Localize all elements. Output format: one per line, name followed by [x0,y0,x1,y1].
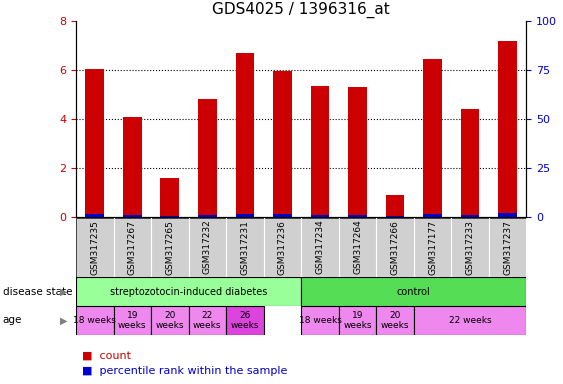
Text: 22 weeks: 22 weeks [449,316,491,325]
Bar [235,214,254,217]
Text: 18 weeks: 18 weeks [298,316,341,325]
Bar [76,277,301,306]
Text: GSM317233: GSM317233 [466,220,475,275]
Bar [76,306,114,335]
Bar [423,214,442,217]
Bar [461,215,480,217]
Bar [311,215,329,217]
Bar [273,214,292,217]
Text: GSM317231: GSM317231 [240,220,249,275]
Bar [348,87,367,217]
Text: ▶: ▶ [60,286,68,297]
Title: GDS4025 / 1396316_at: GDS4025 / 1396316_at [212,2,390,18]
Text: GSM317266: GSM317266 [391,220,400,275]
Text: GSM317235: GSM317235 [90,220,99,275]
Text: ■  percentile rank within the sample: ■ percentile rank within the sample [82,366,287,376]
Text: GSM317177: GSM317177 [428,220,437,275]
Text: GSM317267: GSM317267 [128,220,137,275]
Text: 20
weeks: 20 weeks [381,311,409,330]
Bar [311,86,329,217]
Bar [348,215,367,217]
Text: GSM317265: GSM317265 [166,220,175,275]
Bar [301,306,339,335]
Bar [339,306,376,335]
Bar [301,277,526,306]
Text: ▶: ▶ [60,315,68,326]
Bar [235,53,254,217]
Bar [86,69,104,217]
Bar [226,306,263,335]
Bar [114,306,151,335]
Text: age: age [3,315,22,326]
Bar [376,306,414,335]
Text: GSM317236: GSM317236 [278,220,287,275]
Text: 18 weeks: 18 weeks [73,316,116,325]
Text: disease state: disease state [3,286,72,297]
Bar [461,109,480,217]
Bar [498,213,517,217]
Bar [189,306,226,335]
Text: control: control [397,286,431,297]
Bar [414,306,526,335]
Text: GSM317264: GSM317264 [353,220,362,275]
Bar [160,178,179,217]
Bar [86,214,104,217]
Text: GSM317234: GSM317234 [315,220,324,275]
Bar [160,216,179,217]
Text: 19
weeks: 19 weeks [118,311,146,330]
Bar [273,71,292,217]
Text: GSM317237: GSM317237 [503,220,512,275]
Text: GSM317232: GSM317232 [203,220,212,275]
Bar [423,59,442,217]
Text: 22
weeks: 22 weeks [193,311,222,330]
Text: 26
weeks: 26 weeks [231,311,259,330]
Bar [198,215,217,217]
Text: 19
weeks: 19 weeks [343,311,372,330]
Bar [123,215,142,217]
Text: streptozotocin-induced diabetes: streptozotocin-induced diabetes [110,286,267,297]
Bar [123,117,142,217]
Bar [498,41,517,217]
Text: 20
weeks: 20 weeks [155,311,184,330]
Text: ■  count: ■ count [82,351,131,361]
Bar [151,306,189,335]
Bar [198,99,217,217]
Bar [386,195,404,217]
